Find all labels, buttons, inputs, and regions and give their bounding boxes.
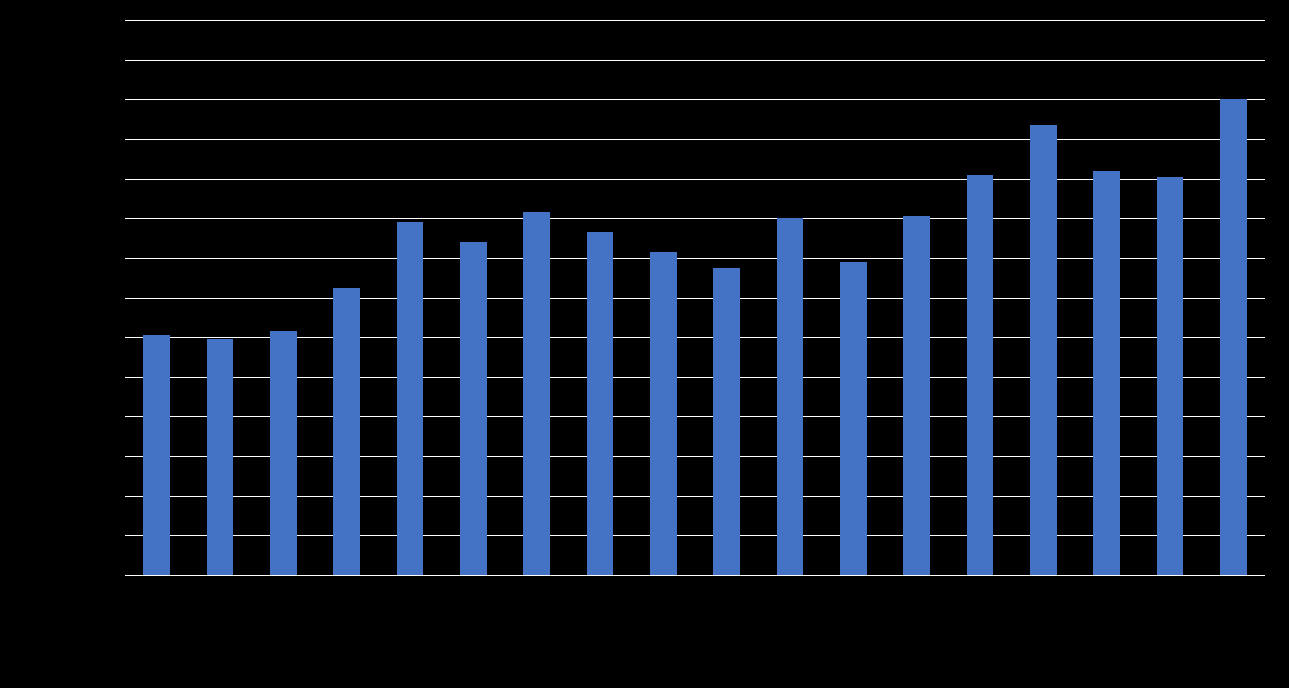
bar-slot xyxy=(505,20,568,575)
bar xyxy=(207,339,234,575)
bar xyxy=(1030,125,1057,575)
bar-slot xyxy=(695,20,758,575)
bar-chart xyxy=(0,0,1289,688)
bar xyxy=(523,212,550,575)
bar-slot xyxy=(885,20,948,575)
bar xyxy=(777,218,804,575)
plot-area xyxy=(125,20,1265,575)
bar-slot xyxy=(315,20,378,575)
bar xyxy=(270,331,297,575)
bar-slot xyxy=(1012,20,1075,575)
bars-container xyxy=(125,20,1265,575)
bar xyxy=(333,288,360,575)
bar-slot xyxy=(378,20,441,575)
bar-slot xyxy=(252,20,315,575)
bar-slot xyxy=(568,20,631,575)
bar-slot xyxy=(822,20,885,575)
bar xyxy=(967,175,994,575)
bar-slot xyxy=(758,20,821,575)
gridline xyxy=(125,575,1265,576)
bar xyxy=(143,335,170,575)
bar xyxy=(840,262,867,575)
bar xyxy=(903,216,930,575)
bar xyxy=(1220,99,1247,575)
bar-slot xyxy=(188,20,251,575)
bar-slot xyxy=(1138,20,1201,575)
bar-slot xyxy=(1075,20,1138,575)
bar-slot xyxy=(948,20,1011,575)
bar-slot xyxy=(632,20,695,575)
bar xyxy=(460,242,487,575)
bar-slot xyxy=(442,20,505,575)
bar xyxy=(397,222,424,575)
bar xyxy=(650,252,677,575)
bar xyxy=(1093,171,1120,575)
bar xyxy=(1157,177,1184,575)
bar xyxy=(713,268,740,575)
bar-slot xyxy=(1202,20,1265,575)
bar xyxy=(587,232,614,575)
bar-slot xyxy=(125,20,188,575)
